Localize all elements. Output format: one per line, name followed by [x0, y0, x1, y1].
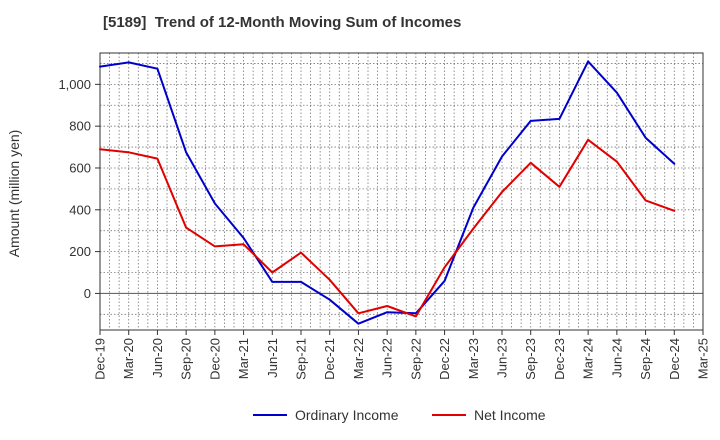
y-tick-label: 400 [69, 202, 91, 217]
y-tick-label: 600 [69, 160, 91, 175]
series-line-ordinary-income [99, 60, 676, 325]
x-tick-label: Jun-21 [265, 338, 280, 378]
x-tick-label: Jun-23 [495, 338, 510, 378]
x-tick-label: Jun-22 [380, 338, 395, 378]
legend: Ordinary Income Net Income [253, 407, 546, 423]
y-axis-ticks: 0 200 400 600 800 1,000 [58, 77, 100, 301]
x-tick-label: Mar-25 [696, 338, 711, 379]
x-tick-label: Jun-24 [609, 338, 624, 378]
x-tick-label: Dec-20 [207, 338, 222, 380]
x-axis-ticks: Dec-19 Mar-20 Jun-20 Sep-20 Dec-20 Mar-21 Jun-… [93, 330, 711, 380]
grid [100, 53, 703, 330]
series-lines [99, 60, 676, 325]
y-tick-label: 0 [84, 286, 91, 301]
x-tick-label: Sep-23 [523, 338, 538, 380]
x-tick-label: Sep-20 [179, 338, 194, 380]
x-tick-label: Mar-21 [236, 338, 251, 379]
plot-frame [99, 52, 704, 331]
x-tick-label: Mar-24 [581, 338, 596, 379]
y-axis-title: Amount (million yen) [6, 130, 22, 258]
x-tick-label: Dec-19 [93, 338, 108, 380]
x-tick-label: Mar-23 [466, 338, 481, 379]
x-tick-label: Sep-21 [294, 338, 309, 380]
legend-label: Net Income [474, 407, 546, 423]
x-tick-label: Mar-20 [121, 338, 136, 379]
x-tick-label: Jun-20 [150, 338, 165, 378]
x-tick-label: Mar-22 [351, 338, 366, 379]
x-tick-label: Sep-24 [638, 338, 653, 380]
y-tick-label: 200 [69, 244, 91, 259]
x-tick-label: Dec-24 [667, 338, 682, 380]
legend-label: Ordinary Income [295, 407, 399, 423]
x-tick-label: Sep-22 [408, 338, 423, 380]
y-tick-label: 1,000 [58, 77, 91, 92]
series-line-net-income [99, 138, 676, 318]
x-tick-label: Dec-23 [552, 338, 567, 380]
chart-title: [5189] Trend of 12-Month Moving Sum of I… [103, 14, 462, 31]
x-tick-label: Dec-21 [322, 338, 337, 380]
y-tick-label: 800 [69, 119, 91, 134]
x-tick-label: Dec-22 [437, 338, 452, 380]
